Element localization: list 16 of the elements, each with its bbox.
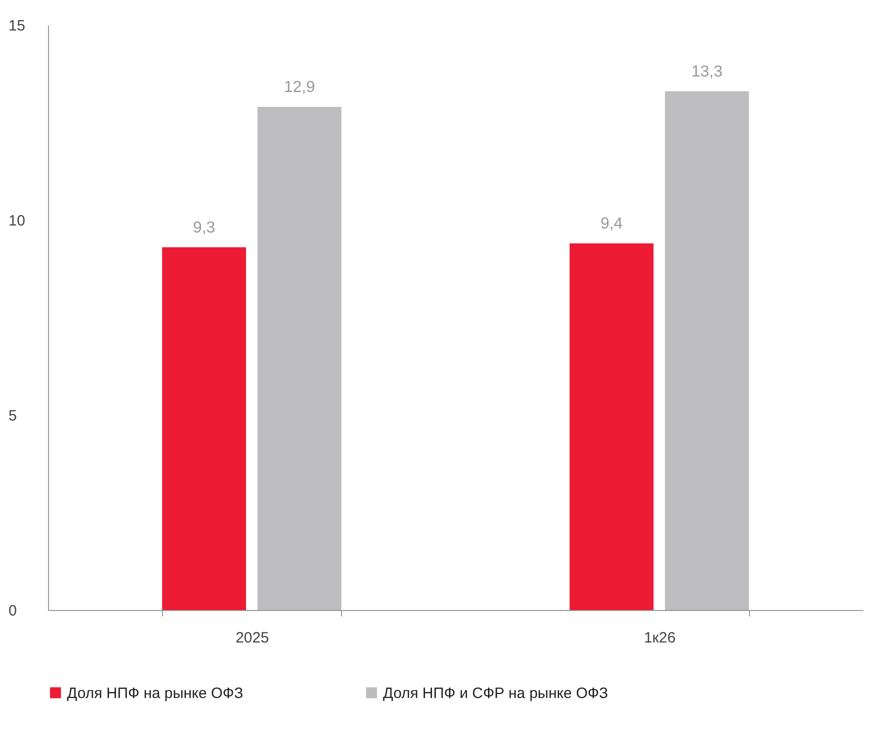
y-tick-label: 0 [8, 602, 17, 620]
data-label: 9,4 [600, 215, 623, 232]
bar [570, 243, 654, 610]
legend-label: Доля НПФ на рынке ОФЗ [67, 684, 244, 702]
bar [162, 247, 246, 610]
bar [257, 106, 342, 610]
bar [664, 91, 749, 610]
data-label: 12,9 [284, 78, 316, 96]
y-tick-label: 15 [8, 18, 26, 34]
legend-label: Доля НПФ и СФР на рынке ОФЗ [383, 684, 608, 702]
y-tick-label: 10 [8, 212, 26, 230]
y-tick-label: 5 [8, 408, 17, 424]
data-label: 13,3 [691, 63, 723, 80]
x-tick-label: 2025 [236, 630, 269, 646]
data-label: 9,3 [192, 219, 216, 236]
x-tick-label: 1к26 [644, 630, 676, 646]
